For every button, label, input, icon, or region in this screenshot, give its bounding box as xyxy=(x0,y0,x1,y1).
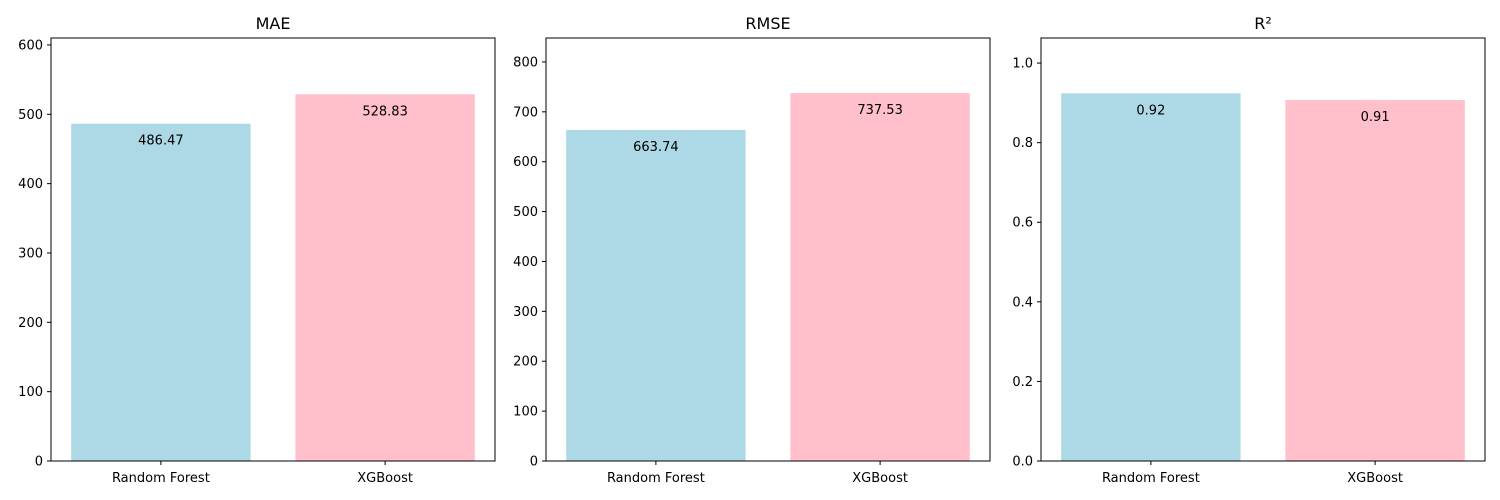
y-tick-label: 500 xyxy=(513,205,538,220)
y-tick-label: 0 xyxy=(530,455,538,470)
y-tick-label: 0 xyxy=(35,455,43,470)
y-tick-label: 0.4 xyxy=(1012,295,1033,310)
bar-r2-xgboost xyxy=(1285,100,1465,461)
axes-frame xyxy=(1040,37,1486,462)
chart-title: R² xyxy=(1254,14,1272,33)
chart-title: RMSE xyxy=(745,14,790,33)
bar-mae-random-forest xyxy=(71,123,251,462)
chart-panel-mae: 486.47 Random Forest 528.83 XGBoost 0 100 200 3… xyxy=(18,14,496,486)
bar-value-label: 528.83 xyxy=(362,104,408,119)
y-tick-label: 400 xyxy=(513,255,538,270)
chart-panel-rmse: 663.74 Random Forest 737.53 XGBoost 0 100 200 3… xyxy=(513,14,991,486)
y-tick-label: 100 xyxy=(513,405,538,420)
y-tick-label: 1.0 xyxy=(1012,57,1033,72)
y-tick-label: 600 xyxy=(18,38,43,53)
y-tick-label: 800 xyxy=(513,55,538,70)
axes-frame xyxy=(50,37,496,462)
y-tick-label: 400 xyxy=(18,177,43,192)
y-tick-label: 100 xyxy=(18,385,43,400)
x-tick-label: XGBoost xyxy=(1347,471,1403,486)
y-tick-label: 500 xyxy=(18,108,43,123)
y-tick-label: 300 xyxy=(513,305,538,320)
y-tick-label: 0.2 xyxy=(1012,375,1033,390)
y-tick-label: 600 xyxy=(513,155,538,170)
x-tick-label: Random Forest xyxy=(112,471,210,486)
bar-mae-xgboost xyxy=(295,94,475,461)
axes-frame xyxy=(545,37,991,462)
x-tick-label: XGBoost xyxy=(357,471,413,486)
y-tick-label: 700 xyxy=(513,105,538,120)
bar-r2-random-forest xyxy=(1061,93,1241,462)
bar-value-label: 663.74 xyxy=(633,140,679,155)
bar-value-label: 486.47 xyxy=(138,134,184,149)
chart-panel-r2: 0.92 Random Forest 0.91 XGBoost 0.0 0.2 0.4 0.6… xyxy=(1012,14,1486,486)
bar-value-label: 737.53 xyxy=(857,103,903,118)
y-tick-label: 200 xyxy=(513,355,538,370)
x-tick-label: Random Forest xyxy=(1102,471,1200,486)
x-tick-label: XGBoost xyxy=(852,471,908,486)
y-tick-label: 0.6 xyxy=(1012,216,1033,231)
bar-value-label: 0.91 xyxy=(1361,110,1390,125)
bar-rmse-xgboost xyxy=(790,93,970,461)
x-tick-label: Random Forest xyxy=(607,471,705,486)
bar-value-label: 0.92 xyxy=(1136,103,1165,118)
y-tick-label: 0.8 xyxy=(1012,136,1033,151)
chart-title: MAE xyxy=(256,14,291,33)
y-tick-label: 200 xyxy=(18,316,43,331)
y-tick-label: 0.0 xyxy=(1012,455,1033,470)
bar-rmse-random-forest xyxy=(566,129,746,461)
y-tick-label: 300 xyxy=(18,246,43,261)
